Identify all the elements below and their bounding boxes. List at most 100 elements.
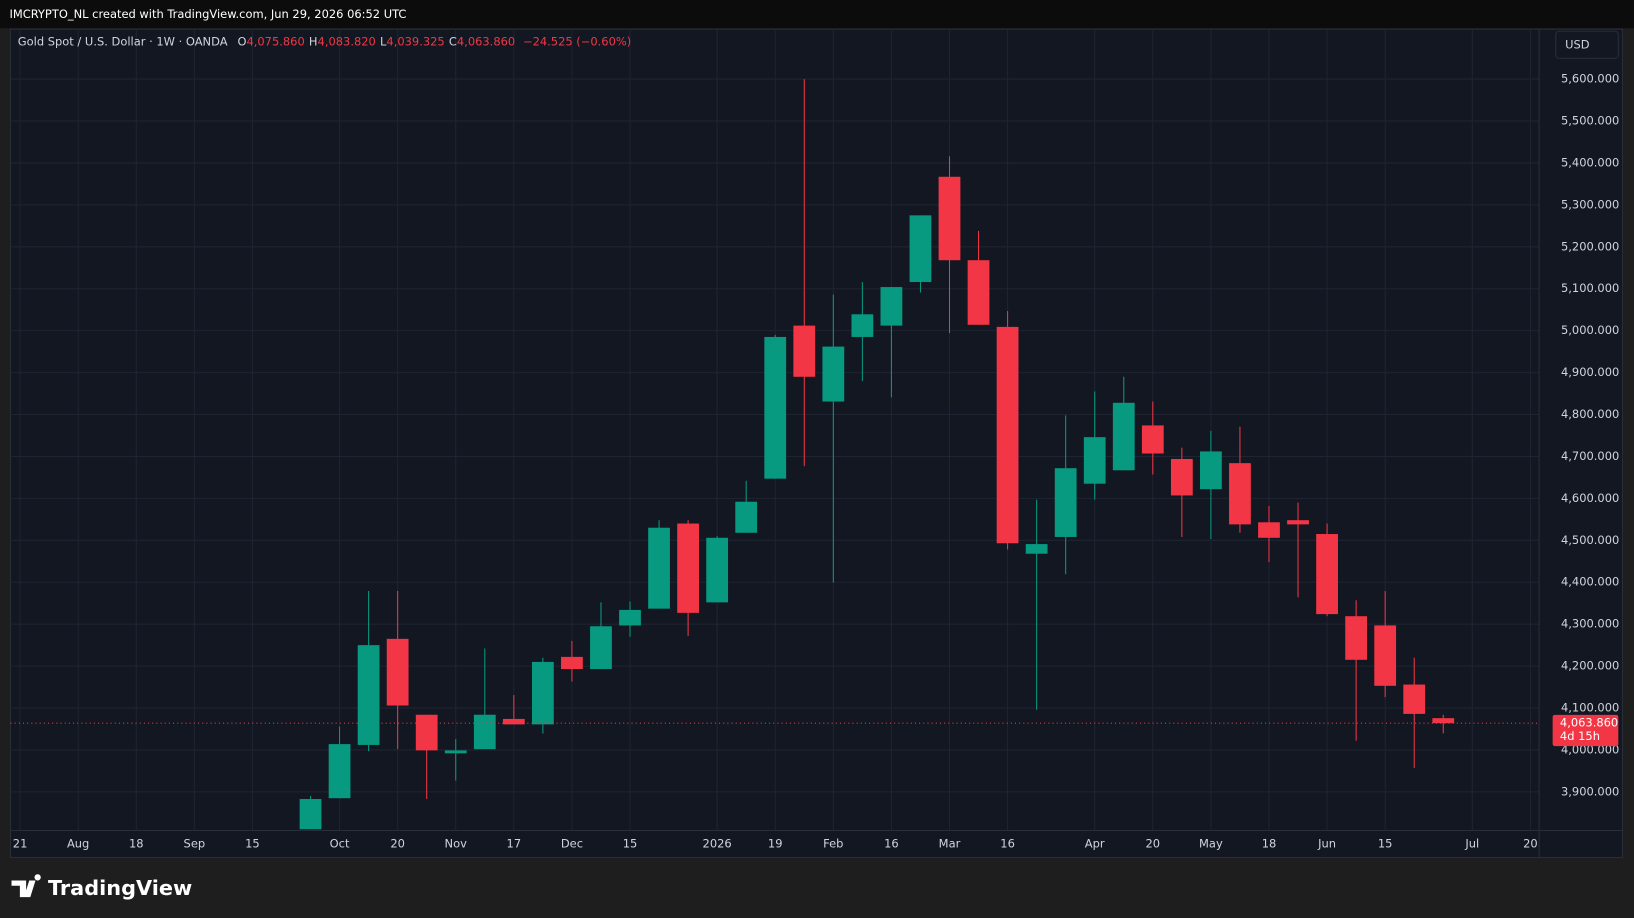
x-tick-label: 16	[884, 837, 899, 851]
candle-body	[328, 744, 351, 799]
candle-body	[1141, 425, 1164, 454]
y-tick-label: 4,300.000	[1561, 617, 1619, 631]
candle-body	[1432, 718, 1455, 724]
x-tick-label: Oct	[330, 837, 350, 851]
y-tick-label: 4,700.000	[1561, 449, 1619, 463]
x-tick-label: 15	[1378, 837, 1393, 851]
candle-body	[299, 799, 322, 830]
x-tick-label: Mar	[939, 837, 961, 851]
chart-panel	[9, 28, 1623, 859]
x-tick-label: 19	[768, 837, 783, 851]
candle-body	[851, 314, 874, 337]
y-tick-label: 4,500.000	[1561, 533, 1619, 547]
x-tick-label: 15	[245, 837, 260, 851]
candle-body	[561, 656, 583, 670]
candle-body	[619, 609, 641, 626]
legend-value: 4,083.820	[318, 34, 376, 48]
candle-body	[909, 215, 932, 283]
legend-key: O	[237, 34, 246, 48]
y-tick-label: 4,200.000	[1561, 659, 1619, 673]
x-tick-label: Feb	[823, 837, 843, 851]
credit: IMCRYPTO_NL created with TradingView.com…	[9, 7, 406, 21]
change: −24.525 (−0.60%)	[523, 34, 631, 48]
x-tick-label: Nov	[445, 837, 468, 851]
candle-body	[1054, 468, 1077, 537]
x-tick-label: 15	[623, 837, 638, 851]
currency-button[interactable]	[1555, 30, 1619, 59]
y-tick-label: 5,100.000	[1561, 281, 1619, 295]
candle-body	[706, 537, 729, 603]
candle-body	[938, 176, 961, 261]
candle-body	[648, 527, 670, 609]
header-bar	[0, 0, 1634, 29]
candle-body	[1083, 437, 1106, 484]
x-tick-label: Aug	[67, 837, 89, 851]
ohlc: O4,075.860 H4,083.820 L4,039.325 C4,063.860	[237, 34, 515, 48]
candle-body	[1403, 684, 1426, 714]
x-tick-label: Jul	[1464, 837, 1479, 851]
candle-body	[967, 260, 990, 325]
y-tick-label: 4,900.000	[1561, 365, 1619, 379]
candle-body	[880, 287, 903, 326]
candle-body	[415, 714, 438, 751]
candle-body	[1374, 625, 1397, 686]
candle-body	[1258, 522, 1280, 538]
candle-body	[996, 326, 1019, 544]
symbol: Gold Spot / U.S. Dollar · 1W · OANDA	[18, 34, 228, 48]
x-tick-label: Sep	[184, 837, 206, 851]
x-tick-label: 21	[13, 837, 28, 851]
legend-key: C	[449, 34, 457, 48]
y-tick-label: 5,000.000	[1561, 323, 1619, 337]
y-tick-label: 5,500.000	[1561, 114, 1619, 128]
y-tick-label: 5,600.000	[1561, 72, 1619, 86]
countdown: 4d 15h	[1560, 729, 1600, 743]
legend-key: L	[380, 34, 387, 48]
price-label: 4,063.860	[1560, 716, 1618, 730]
y-tick-label: 4,800.000	[1561, 407, 1619, 421]
y-tick-label: 5,400.000	[1561, 155, 1619, 169]
candle-body	[1316, 534, 1338, 615]
candle-body	[764, 336, 787, 479]
logo-icon	[11, 874, 41, 898]
x-tick-label: 17	[507, 837, 522, 851]
legend-key: H	[309, 34, 318, 48]
candle-body	[735, 501, 758, 533]
y-tick-label: 4,100.000	[1561, 701, 1619, 715]
y-tick-label: 4,400.000	[1561, 575, 1619, 589]
x-tick-label: Apr	[1085, 837, 1105, 851]
x-tick-label: 18	[1262, 837, 1277, 851]
x-tick-label: 18	[129, 837, 144, 851]
x-tick-label: 20	[1146, 837, 1161, 851]
x-tick-label: Jun	[1317, 837, 1336, 851]
grid	[10, 29, 1540, 831]
x-tick-label: 16	[1000, 837, 1015, 851]
y-tick-label: 3,900.000	[1561, 784, 1619, 798]
y-tick-label: 5,300.000	[1561, 197, 1619, 211]
candle-body	[1170, 458, 1193, 496]
y-tick-label: 5,200.000	[1561, 239, 1619, 253]
candle-body	[357, 645, 380, 745]
x-tick-label: Dec	[561, 837, 583, 851]
x-tick-label: 20	[390, 837, 405, 851]
x-tick-label: 20	[1523, 837, 1538, 851]
candle-body	[677, 523, 699, 613]
candle-body	[1229, 463, 1251, 525]
legend-value: 4,039.325	[386, 34, 444, 48]
candle-body	[1112, 402, 1135, 471]
candle-body	[1200, 451, 1222, 490]
candle-body	[793, 325, 816, 377]
x-tick-label: May	[1199, 837, 1223, 851]
x-tick-label: 2026	[703, 837, 732, 851]
candle-body	[386, 638, 409, 706]
price-label-box	[1552, 714, 1619, 747]
currency[interactable]: USD	[1565, 37, 1590, 51]
brand-logo: TradingView	[11, 874, 192, 900]
legend-value: 4,075.860	[246, 34, 304, 48]
legend: Gold Spot / U.S. Dollar · 1W · OANDA O4,…	[18, 34, 631, 48]
candle-body	[502, 718, 525, 725]
candle-body	[590, 626, 612, 670]
legend-value: 4,063.860	[457, 34, 515, 48]
brand: TradingView	[48, 876, 192, 900]
